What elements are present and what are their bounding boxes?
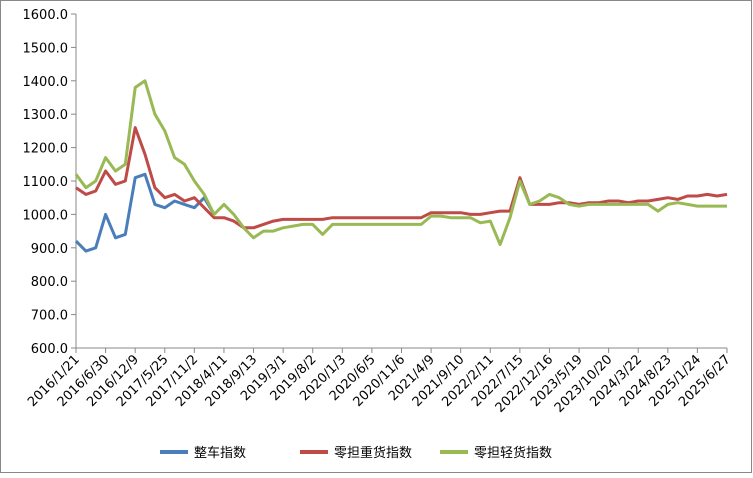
legend-label: 整车指数 — [194, 445, 246, 461]
y-tick-label: 900.0 — [31, 242, 68, 257]
y-tick-label: 1000.0 — [23, 208, 69, 223]
y-tick-label: 700.0 — [31, 309, 68, 324]
y-tick-label: 800.0 — [31, 275, 68, 290]
legend-label: 零担轻货指数 — [474, 445, 552, 461]
y-tick-label: 1100.0 — [23, 175, 69, 190]
legend-label: 零担重货指数 — [334, 445, 412, 461]
y-tick-label: 1600.0 — [23, 8, 69, 23]
y-tick-label: 1500.0 — [23, 41, 69, 56]
y-tick-label: 1300.0 — [23, 108, 69, 123]
y-tick-label: 600.0 — [31, 342, 68, 357]
series-line — [74, 79, 727, 246]
y-tick-label: 1200.0 — [23, 142, 69, 157]
series-line — [74, 172, 216, 253]
y-tick-label: 1400.0 — [23, 75, 69, 90]
series-line — [75, 126, 728, 230]
